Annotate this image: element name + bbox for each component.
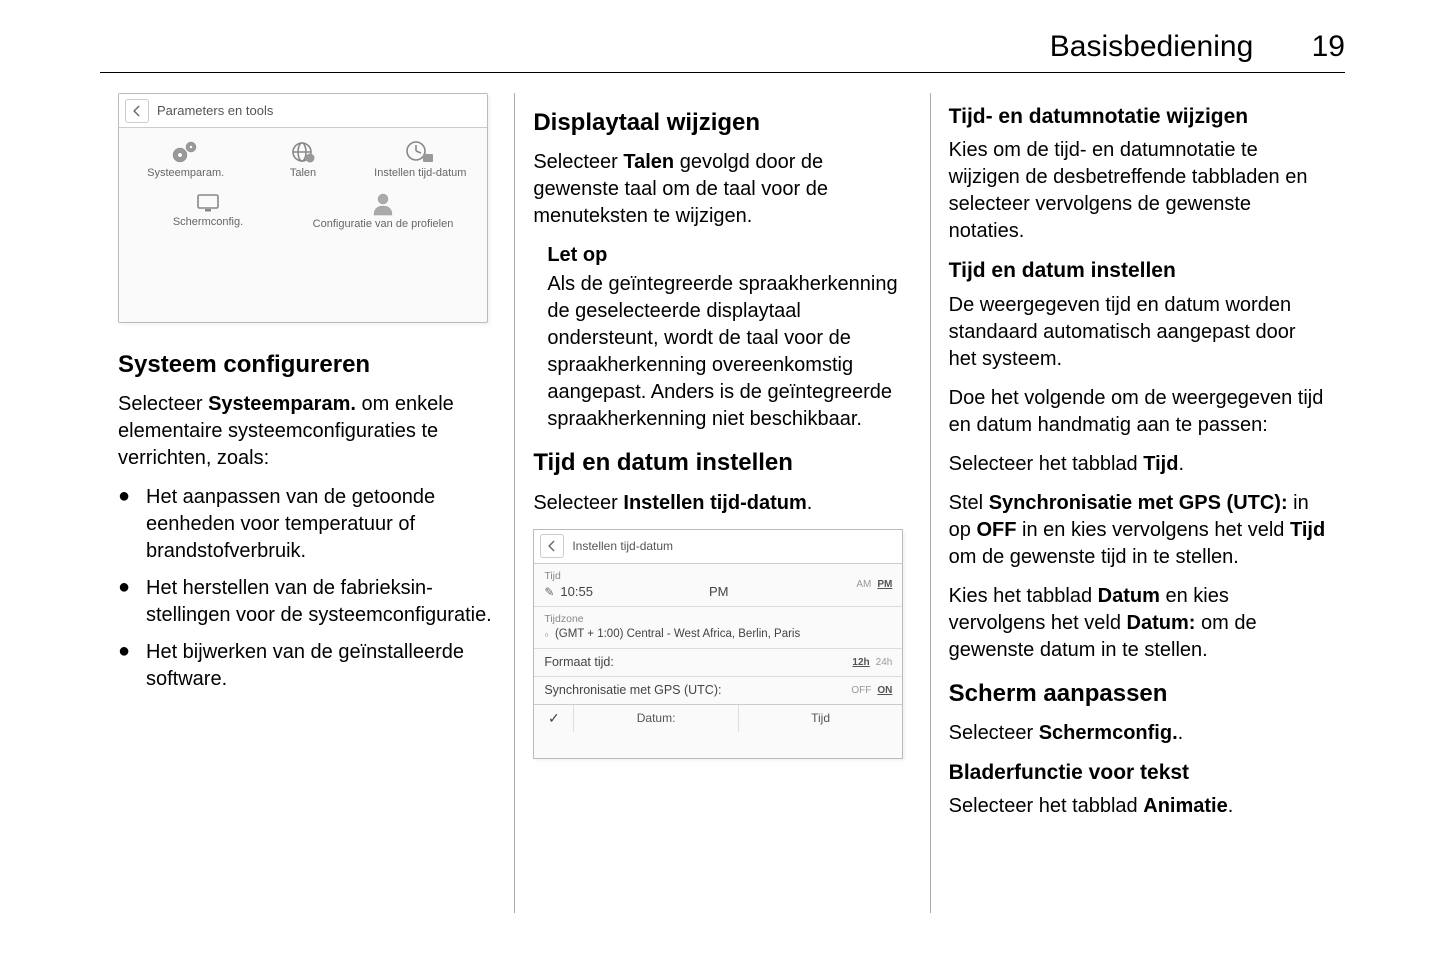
- tile-talen[interactable]: Talen: [248, 138, 358, 181]
- gears-icon: [169, 138, 203, 166]
- heading-tijd-datum-instellen: Tijd en datum instellen: [949, 257, 1327, 285]
- format-24h[interactable]: 24h: [876, 656, 893, 670]
- column-3: Tijd- en datumnotatie wijzigen Kies om d…: [930, 93, 1345, 913]
- manual-page: Basisbediening 19 Parameters en tools: [0, 0, 1445, 966]
- bullet-list: ●Het aanpassen van de getoonde eenheden …: [118, 484, 496, 693]
- heading-displaytaal: Displaytaal wijzigen: [533, 107, 911, 139]
- tijd-datum-screenshot: Instellen tijd-datum Tijd ✎ 10:55 PM AM …: [533, 529, 903, 759]
- heading-bladerfunctie: Bladerfunctie voor tekst: [949, 759, 1327, 787]
- bullet-icon: ●: [118, 639, 146, 693]
- column-2: Displaytaal wijzigen Selecteer Talen gev…: [514, 93, 929, 913]
- sync-toggle[interactable]: OFF ON: [851, 684, 892, 698]
- paragraph: Selecteer het tabblad Tijd.: [949, 451, 1327, 478]
- bullet-icon: ●: [118, 575, 146, 629]
- time-value: 10:55: [560, 583, 593, 601]
- tile-label: Configuratie van de profielen: [313, 217, 454, 232]
- list-item: ●Het herstellen van de fabrieksin­stelli…: [118, 575, 496, 629]
- tile-label: Schermconfig.: [173, 215, 243, 230]
- note-body: Als de geïntegreerde spraakherken­ning d…: [547, 271, 911, 433]
- label-formaat: Formaat tijd:: [544, 654, 613, 671]
- check-icon: ✓: [548, 709, 560, 728]
- screenshot-title: Instellen tijd-datum: [572, 538, 673, 554]
- parameters-tools-screenshot: Parameters en tools Systeemparam.: [118, 93, 488, 323]
- ampm-option-am[interactable]: AM: [856, 578, 871, 592]
- tile-grid: Systeemparam. Talen: [119, 128, 487, 242]
- ampm-value: PM: [709, 583, 729, 601]
- format-12h[interactable]: 12h: [852, 656, 869, 670]
- paragraph: Selecteer het tabblad Animatie.: [949, 793, 1327, 820]
- tile-label: Talen: [290, 166, 316, 181]
- sync-on[interactable]: ON: [877, 684, 892, 698]
- format-toggle[interactable]: 12h 24h: [852, 656, 892, 670]
- three-columns: Parameters en tools Systeemparam.: [100, 93, 1345, 913]
- list-item: ●Het bijwerken van de geïnstal­leerde so…: [118, 639, 496, 693]
- page-number: 19: [1312, 30, 1345, 63]
- pencil-icon: ✎: [544, 584, 554, 600]
- tile-label: Instellen tijd-datum: [374, 166, 466, 181]
- back-button[interactable]: [540, 534, 564, 558]
- screenshot-title: Parameters en tools: [157, 102, 273, 120]
- globe-icon: [288, 138, 318, 166]
- row-sync[interactable]: Synchronisatie met GPS (UTC): OFF ON: [534, 677, 902, 704]
- bottom-tabs: ✓ Datum: Tijd: [534, 704, 902, 732]
- label-tijd: Tijd: [544, 569, 728, 583]
- paragraph: De weergegeven tijd en datum worden stan…: [949, 292, 1327, 373]
- screenshot-header: Parameters en tools: [119, 94, 487, 128]
- paragraph: Selecteer Systeemparam. om enkele elemen…: [118, 391, 496, 472]
- row-tijdzone[interactable]: Tijdzone ◦ (GMT + 1:00) Central - West Af…: [534, 607, 902, 650]
- tile-tijddatum[interactable]: Instellen tijd-datum: [365, 138, 475, 181]
- tile-label: Systeemparam.: [147, 166, 224, 181]
- back-arrow-icon: [545, 539, 559, 553]
- monitor-icon: [193, 191, 223, 215]
- tile-profiel[interactable]: Configuratie van de profielen: [308, 191, 458, 232]
- header-rule: [100, 72, 1345, 73]
- back-button[interactable]: [125, 99, 149, 123]
- list-item: ●Het aanpassen van de getoonde eenheden …: [118, 484, 496, 565]
- tab-datum[interactable]: Datum:: [574, 705, 739, 732]
- heading-tijd-datum: Tijd en datum instellen: [533, 447, 911, 479]
- paragraph: Selecteer Talen gevolgd door de gewenste…: [533, 149, 911, 230]
- label-sync: Synchronisatie met GPS (UTC):: [544, 682, 721, 699]
- paragraph: Doe het volgende om de weergege­ven tijd…: [949, 385, 1327, 439]
- clock-calendar-icon: [403, 138, 437, 166]
- tile-scherm[interactable]: Schermconfig.: [148, 191, 268, 232]
- screenshot-header: Instellen tijd-datum: [534, 530, 902, 564]
- page-header: Basisbediening 19: [100, 30, 1345, 72]
- section-title: Basisbediening: [1050, 30, 1253, 63]
- paragraph: Kies om de tijd- en datumnotatie te wijz…: [949, 137, 1327, 245]
- paragraph: Stel Synchronisatie met GPS (UTC): in op…: [949, 490, 1327, 571]
- heading-tijd-datum-notatie: Tijd- en datumnotatie wijzigen: [949, 103, 1327, 131]
- paragraph: Selecteer Schermconfig..: [949, 720, 1327, 747]
- note-block: Let op Als de geïntegreerde spraakherken…: [533, 242, 911, 433]
- row-formaat[interactable]: Formaat tijd: 12h 24h: [534, 649, 902, 677]
- confirm-button[interactable]: ✓: [534, 705, 574, 732]
- paragraph: Kies het tabblad Datum en kies vervolgen…: [949, 583, 1327, 664]
- label-tijdzone: Tijdzone: [544, 612, 892, 626]
- sync-off[interactable]: OFF: [851, 684, 871, 698]
- person-icon: [370, 191, 396, 217]
- column-1: Parameters en tools Systeemparam.: [100, 93, 514, 913]
- tile-sysparam[interactable]: Systeemparam.: [131, 138, 241, 181]
- back-arrow-icon: [130, 104, 144, 118]
- note-title: Let op: [547, 242, 911, 269]
- ampm-option-pm[interactable]: PM: [877, 578, 892, 592]
- paragraph: Selecteer Instellen tijd-datum.: [533, 490, 911, 517]
- tab-tijd[interactable]: Tijd: [739, 705, 903, 732]
- row-tijd[interactable]: Tijd ✎ 10:55 PM AM PM: [534, 564, 902, 607]
- heading-scherm-aanpassen: Scherm aanpassen: [949, 678, 1327, 710]
- heading-systeem-configureren: Systeem configureren: [118, 349, 496, 381]
- radio-icon: ◦: [544, 626, 549, 644]
- tz-value: (GMT + 1:00) Central - West Africa, Berl…: [555, 627, 800, 643]
- ampm-toggle[interactable]: AM PM: [856, 578, 892, 592]
- bullet-icon: ●: [118, 484, 146, 565]
